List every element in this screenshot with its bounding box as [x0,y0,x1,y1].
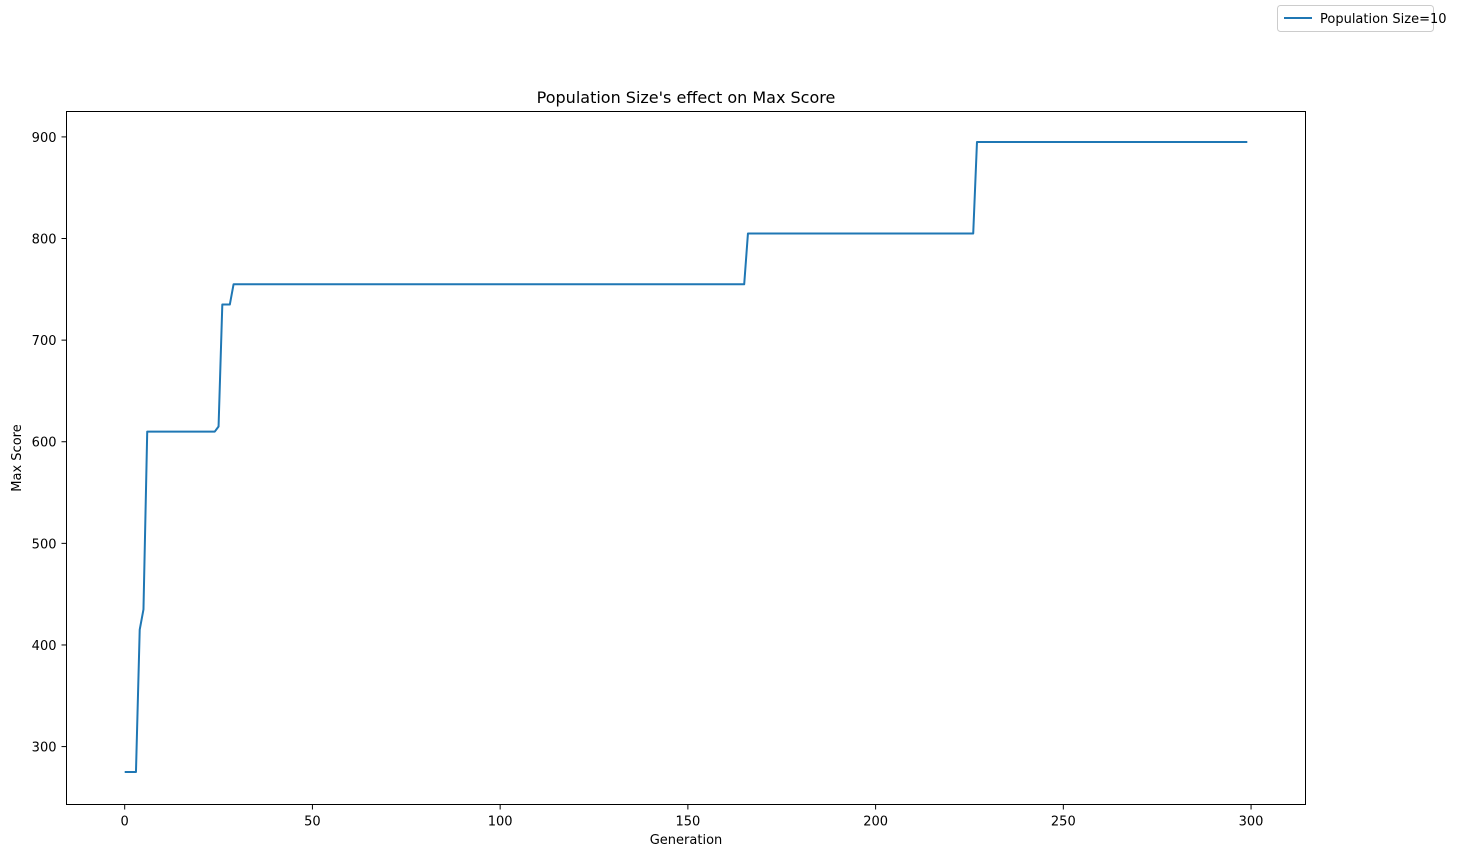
x-tick-label: 100 [488,815,513,830]
legend-box [1277,5,1434,32]
x-tick-label: 300 [1239,815,1264,830]
y-axis-ticks: 300 400 500 600 700 800 900 [32,131,67,756]
x-tick-label: 50 [304,815,321,830]
y-tick-label: 300 [32,741,57,756]
x-tick-label: 0 [121,815,129,830]
plot-area [66,111,1306,805]
series-line-population-size-10 [124,140,1248,773]
x-tick-label: 150 [675,815,700,830]
x-axis-ticks: 0 50 100 150 200 250 300 [121,804,1264,830]
x-tick-label: 250 [1051,815,1076,830]
y-tick-label: 700 [32,334,57,349]
y-axis-label: Max Score [10,424,25,491]
legend-label: Population Size=10 [1320,12,1447,27]
x-tick-label: 200 [863,815,888,830]
y-tick-label: 600 [32,436,57,451]
y-tick-label: 400 [32,639,57,654]
chart-title: Population Size's effect on Max Score [537,88,836,107]
legend: Population Size=10 [1277,5,1447,32]
y-tick-label: 800 [32,233,57,248]
x-axis-label: Generation [650,833,723,848]
y-tick-label: 900 [32,131,57,146]
y-tick-label: 500 [32,537,57,552]
